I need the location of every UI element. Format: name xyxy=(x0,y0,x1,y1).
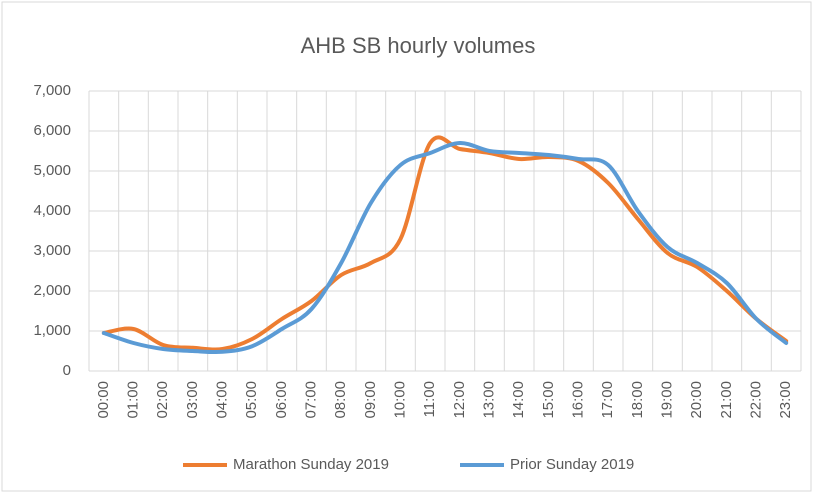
x-tick-label: 10:00 xyxy=(391,381,408,419)
x-tick-label: 07:00 xyxy=(302,381,319,419)
x-tick-label: 06:00 xyxy=(273,381,290,419)
x-tick-label: 13:00 xyxy=(480,381,497,419)
x-tick-label: 19:00 xyxy=(658,381,675,419)
x-tick-label: 00:00 xyxy=(95,381,112,419)
x-tick-label: 12:00 xyxy=(451,381,468,419)
y-tick-label: 7,000 xyxy=(33,82,71,99)
x-tick-label: 03:00 xyxy=(184,381,201,419)
y-tick-label: 4,000 xyxy=(33,202,71,219)
x-tick-label: 21:00 xyxy=(718,381,735,419)
y-tick-label: 2,000 xyxy=(33,282,71,299)
x-tick-label: 23:00 xyxy=(777,381,794,419)
x-tick-label: 11:00 xyxy=(421,381,438,417)
y-tick-label: 3,000 xyxy=(33,242,71,259)
x-tick-label: 18:00 xyxy=(629,381,646,419)
y-tick-label: 5,000 xyxy=(33,162,71,179)
x-tick-label: 22:00 xyxy=(747,381,764,419)
y-tick-label: 1,000 xyxy=(33,322,71,339)
x-tick-label: 01:00 xyxy=(124,381,141,419)
x-tick-label: 20:00 xyxy=(688,381,705,419)
x-tick-label: 14:00 xyxy=(510,381,527,419)
x-tick-label: 16:00 xyxy=(569,381,586,419)
x-tick-label: 08:00 xyxy=(332,381,349,419)
x-tick-label: 15:00 xyxy=(540,381,557,419)
x-tick-label: 04:00 xyxy=(213,381,230,419)
legend-label: Prior Sunday 2019 xyxy=(510,456,634,473)
chart-title: AHB SB hourly volumes xyxy=(301,33,536,58)
legend-label: Marathon Sunday 2019 xyxy=(233,456,389,473)
x-tick-label: 05:00 xyxy=(243,381,260,419)
series-line xyxy=(101,135,789,352)
x-tick-label: 09:00 xyxy=(362,381,379,419)
series-line xyxy=(101,141,789,355)
y-tick-label: 0 xyxy=(63,362,71,379)
x-tick-label: 17:00 xyxy=(599,381,616,419)
x-tick-label: 02:00 xyxy=(154,381,171,419)
y-tick-label: 6,000 xyxy=(33,122,71,139)
